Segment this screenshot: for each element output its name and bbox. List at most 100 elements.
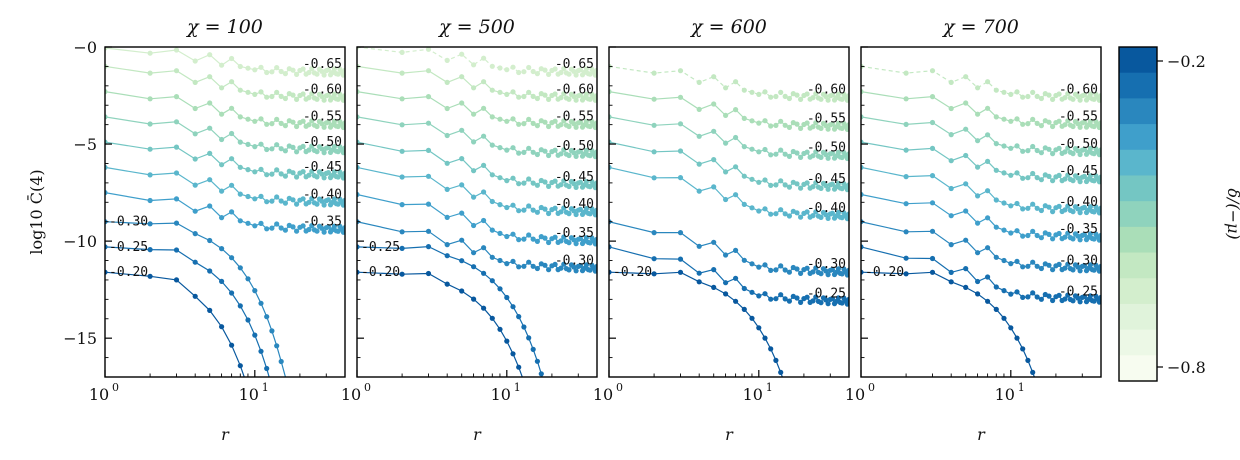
curve-label--0.20: -0.20 — [109, 265, 148, 280]
data-point — [903, 255, 909, 261]
data-point — [526, 259, 532, 265]
data-point — [677, 94, 684, 100]
data-point — [829, 181, 836, 187]
data-point — [813, 149, 819, 155]
data-point — [592, 212, 597, 218]
data-point — [459, 237, 465, 243]
data-point — [741, 306, 747, 312]
curve-label--0.40: -0.40 — [303, 187, 342, 202]
curve-label--0.30: -0.30 — [109, 215, 148, 230]
data-point — [1050, 96, 1056, 102]
data-point — [561, 178, 567, 184]
data-point — [521, 93, 527, 100]
data-point — [319, 68, 325, 74]
data-point — [1065, 230, 1071, 236]
data-point — [571, 237, 577, 243]
data-point — [818, 271, 824, 277]
data-point — [804, 209, 810, 215]
data-point — [711, 267, 717, 273]
data-point — [497, 257, 503, 264]
data-point — [773, 122, 779, 128]
data-point — [835, 91, 842, 97]
data-point — [1038, 123, 1044, 129]
y-tick-label: −5 — [73, 135, 97, 154]
data-point — [306, 226, 312, 233]
data-point — [278, 225, 284, 231]
data-point — [1077, 179, 1083, 185]
data-point — [818, 300, 824, 306]
data-point — [583, 66, 590, 72]
data-point — [258, 64, 264, 70]
data-point — [778, 292, 784, 298]
data-point — [571, 181, 577, 187]
data-point — [1038, 265, 1044, 272]
data-point — [258, 89, 264, 95]
data-point — [314, 123, 320, 130]
series-line--0.30 — [105, 221, 287, 377]
data-point — [219, 111, 225, 117]
data-point — [497, 326, 503, 332]
data-point — [290, 67, 296, 73]
colorbar-segment — [1119, 303, 1157, 331]
data-point — [425, 270, 432, 277]
data-point — [1081, 263, 1087, 269]
data-point — [571, 150, 577, 156]
data-point — [264, 314, 270, 320]
data-point — [1075, 233, 1081, 239]
data-point — [1070, 178, 1076, 184]
data-point — [282, 95, 288, 102]
data-point — [592, 185, 597, 191]
panel-2-plot-area — [357, 47, 597, 377]
data-point — [207, 268, 213, 274]
colorbar-segment — [1119, 124, 1157, 151]
data-point — [566, 211, 572, 217]
data-point — [577, 179, 584, 185]
data-point — [471, 62, 477, 68]
data-point — [677, 230, 684, 236]
data-point — [510, 64, 516, 70]
curve-label--0.40: -0.40 — [807, 201, 846, 216]
data-point — [762, 146, 768, 153]
data-point — [1014, 143, 1020, 149]
data-point — [444, 186, 450, 192]
data-point — [829, 150, 836, 156]
data-point — [516, 94, 522, 100]
data-point — [651, 70, 657, 76]
colorbar-segment — [1119, 252, 1157, 279]
data-point — [1001, 257, 1007, 264]
data-point — [804, 91, 810, 97]
data-point — [282, 200, 288, 206]
data-point — [1001, 89, 1007, 95]
data-point — [566, 71, 572, 77]
data-point — [278, 171, 284, 177]
data-point — [778, 178, 784, 184]
x-axis-label: r — [725, 425, 734, 444]
data-point — [1038, 177, 1044, 183]
data-point — [711, 239, 717, 245]
data-point — [425, 228, 432, 234]
data-point — [147, 121, 153, 127]
data-point — [521, 324, 527, 330]
data-point — [825, 186, 831, 192]
data-point — [1050, 178, 1056, 184]
data-point — [471, 168, 477, 174]
data-point — [1020, 94, 1026, 100]
data-point — [489, 278, 495, 284]
data-point — [459, 74, 465, 80]
data-point — [677, 121, 684, 127]
data-point — [711, 284, 717, 290]
data-point — [794, 266, 800, 272]
data-point — [696, 79, 702, 85]
data-point — [1030, 369, 1036, 375]
data-point — [1038, 207, 1044, 214]
data-point — [1077, 97, 1083, 103]
data-point — [319, 225, 325, 231]
data-point — [504, 67, 510, 73]
data-point — [1096, 152, 1101, 158]
data-point — [444, 57, 450, 64]
data-point — [1056, 203, 1062, 209]
data-point — [1001, 170, 1007, 176]
data-point — [844, 155, 849, 162]
